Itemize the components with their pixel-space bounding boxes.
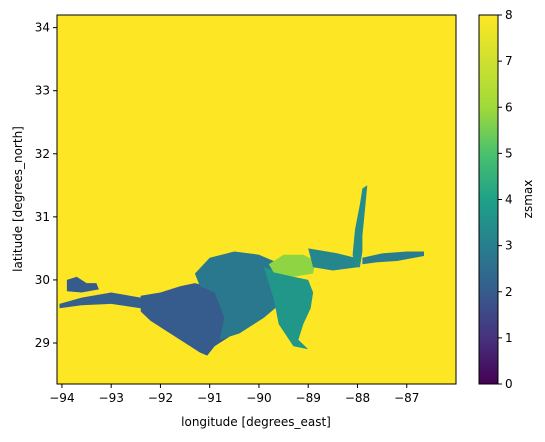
y-tick-label: 31 [35, 210, 50, 224]
region-mississippi-coast [308, 248, 358, 271]
y-tick-label: 33 [35, 84, 50, 98]
x-tick-label: −91 [197, 391, 222, 405]
y-tick-label: 32 [35, 147, 50, 161]
region-delta-east-section [194, 251, 284, 340]
colorbar [478, 14, 499, 385]
y-axis: 29 30 31 32 33 34 [35, 21, 57, 350]
colorbar-tick-label: 8 [505, 8, 513, 22]
colorbar-tick-label: 6 [505, 100, 513, 114]
y-tick-label: 29 [35, 336, 50, 350]
x-axis-label: longitude [degrees_east] [181, 415, 331, 429]
plot-background [57, 15, 456, 384]
y-tick-label: 30 [35, 273, 50, 287]
region-mobile-bay [352, 185, 368, 268]
region-western-wetland-patches [66, 276, 99, 293]
y-axis-label: latitude [degrees_north] [11, 126, 25, 272]
colorbar-tick-label: 7 [505, 54, 513, 68]
data-regions [59, 185, 424, 356]
colorbar-tick-label: 1 [505, 331, 513, 345]
region-lake-borgne-area [263, 267, 314, 350]
colorbar-tick-label: 0 [505, 377, 513, 391]
x-tick-label: −90 [246, 391, 271, 405]
x-axis: −94 −93 −92 −91 −90 −89 −88 −87 [49, 384, 419, 405]
x-tick-label: −88 [345, 391, 370, 405]
x-tick-label: −94 [49, 391, 74, 405]
x-tick-label: −87 [394, 391, 419, 405]
x-tick-label: −93 [99, 391, 124, 405]
colorbar-tick-label: 3 [505, 239, 513, 253]
region-southwest-coastal-strip [59, 292, 161, 312]
colorbar-label: zsmax [521, 180, 535, 219]
x-tick-label: −92 [148, 391, 173, 405]
colorbar-tick-label: 5 [505, 146, 513, 160]
colorbar-tick-label: 2 [505, 285, 513, 299]
plot-frame [56, 14, 457, 385]
region-florida-panhandle-coast [362, 251, 424, 265]
x-tick-label: −89 [296, 391, 321, 405]
colorbar-tick-label: 4 [505, 193, 513, 207]
y-tick-label: 34 [35, 21, 50, 35]
colorbar-ticks: 0 1 2 3 4 5 6 7 8 [498, 8, 513, 391]
region-main-south-lobe [140, 283, 240, 356]
region-pontchartrain-lake [268, 254, 316, 277]
